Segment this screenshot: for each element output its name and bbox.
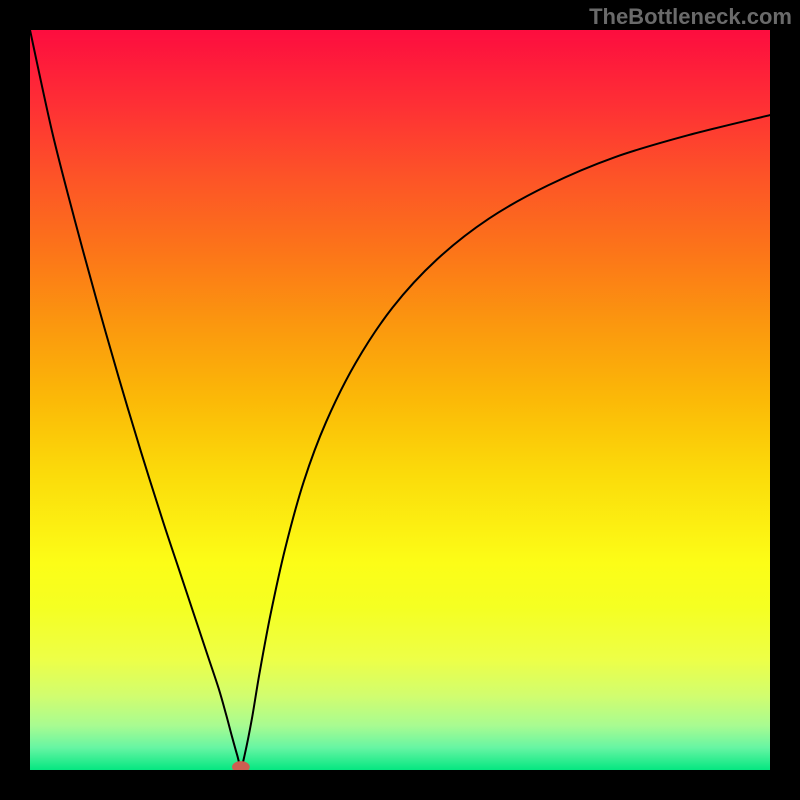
chart-container: TheBottleneck.com xyxy=(0,0,800,800)
plot-background xyxy=(30,30,770,770)
plot-svg xyxy=(30,30,770,770)
watermark-text: TheBottleneck.com xyxy=(589,4,792,30)
plot-area xyxy=(30,30,770,770)
